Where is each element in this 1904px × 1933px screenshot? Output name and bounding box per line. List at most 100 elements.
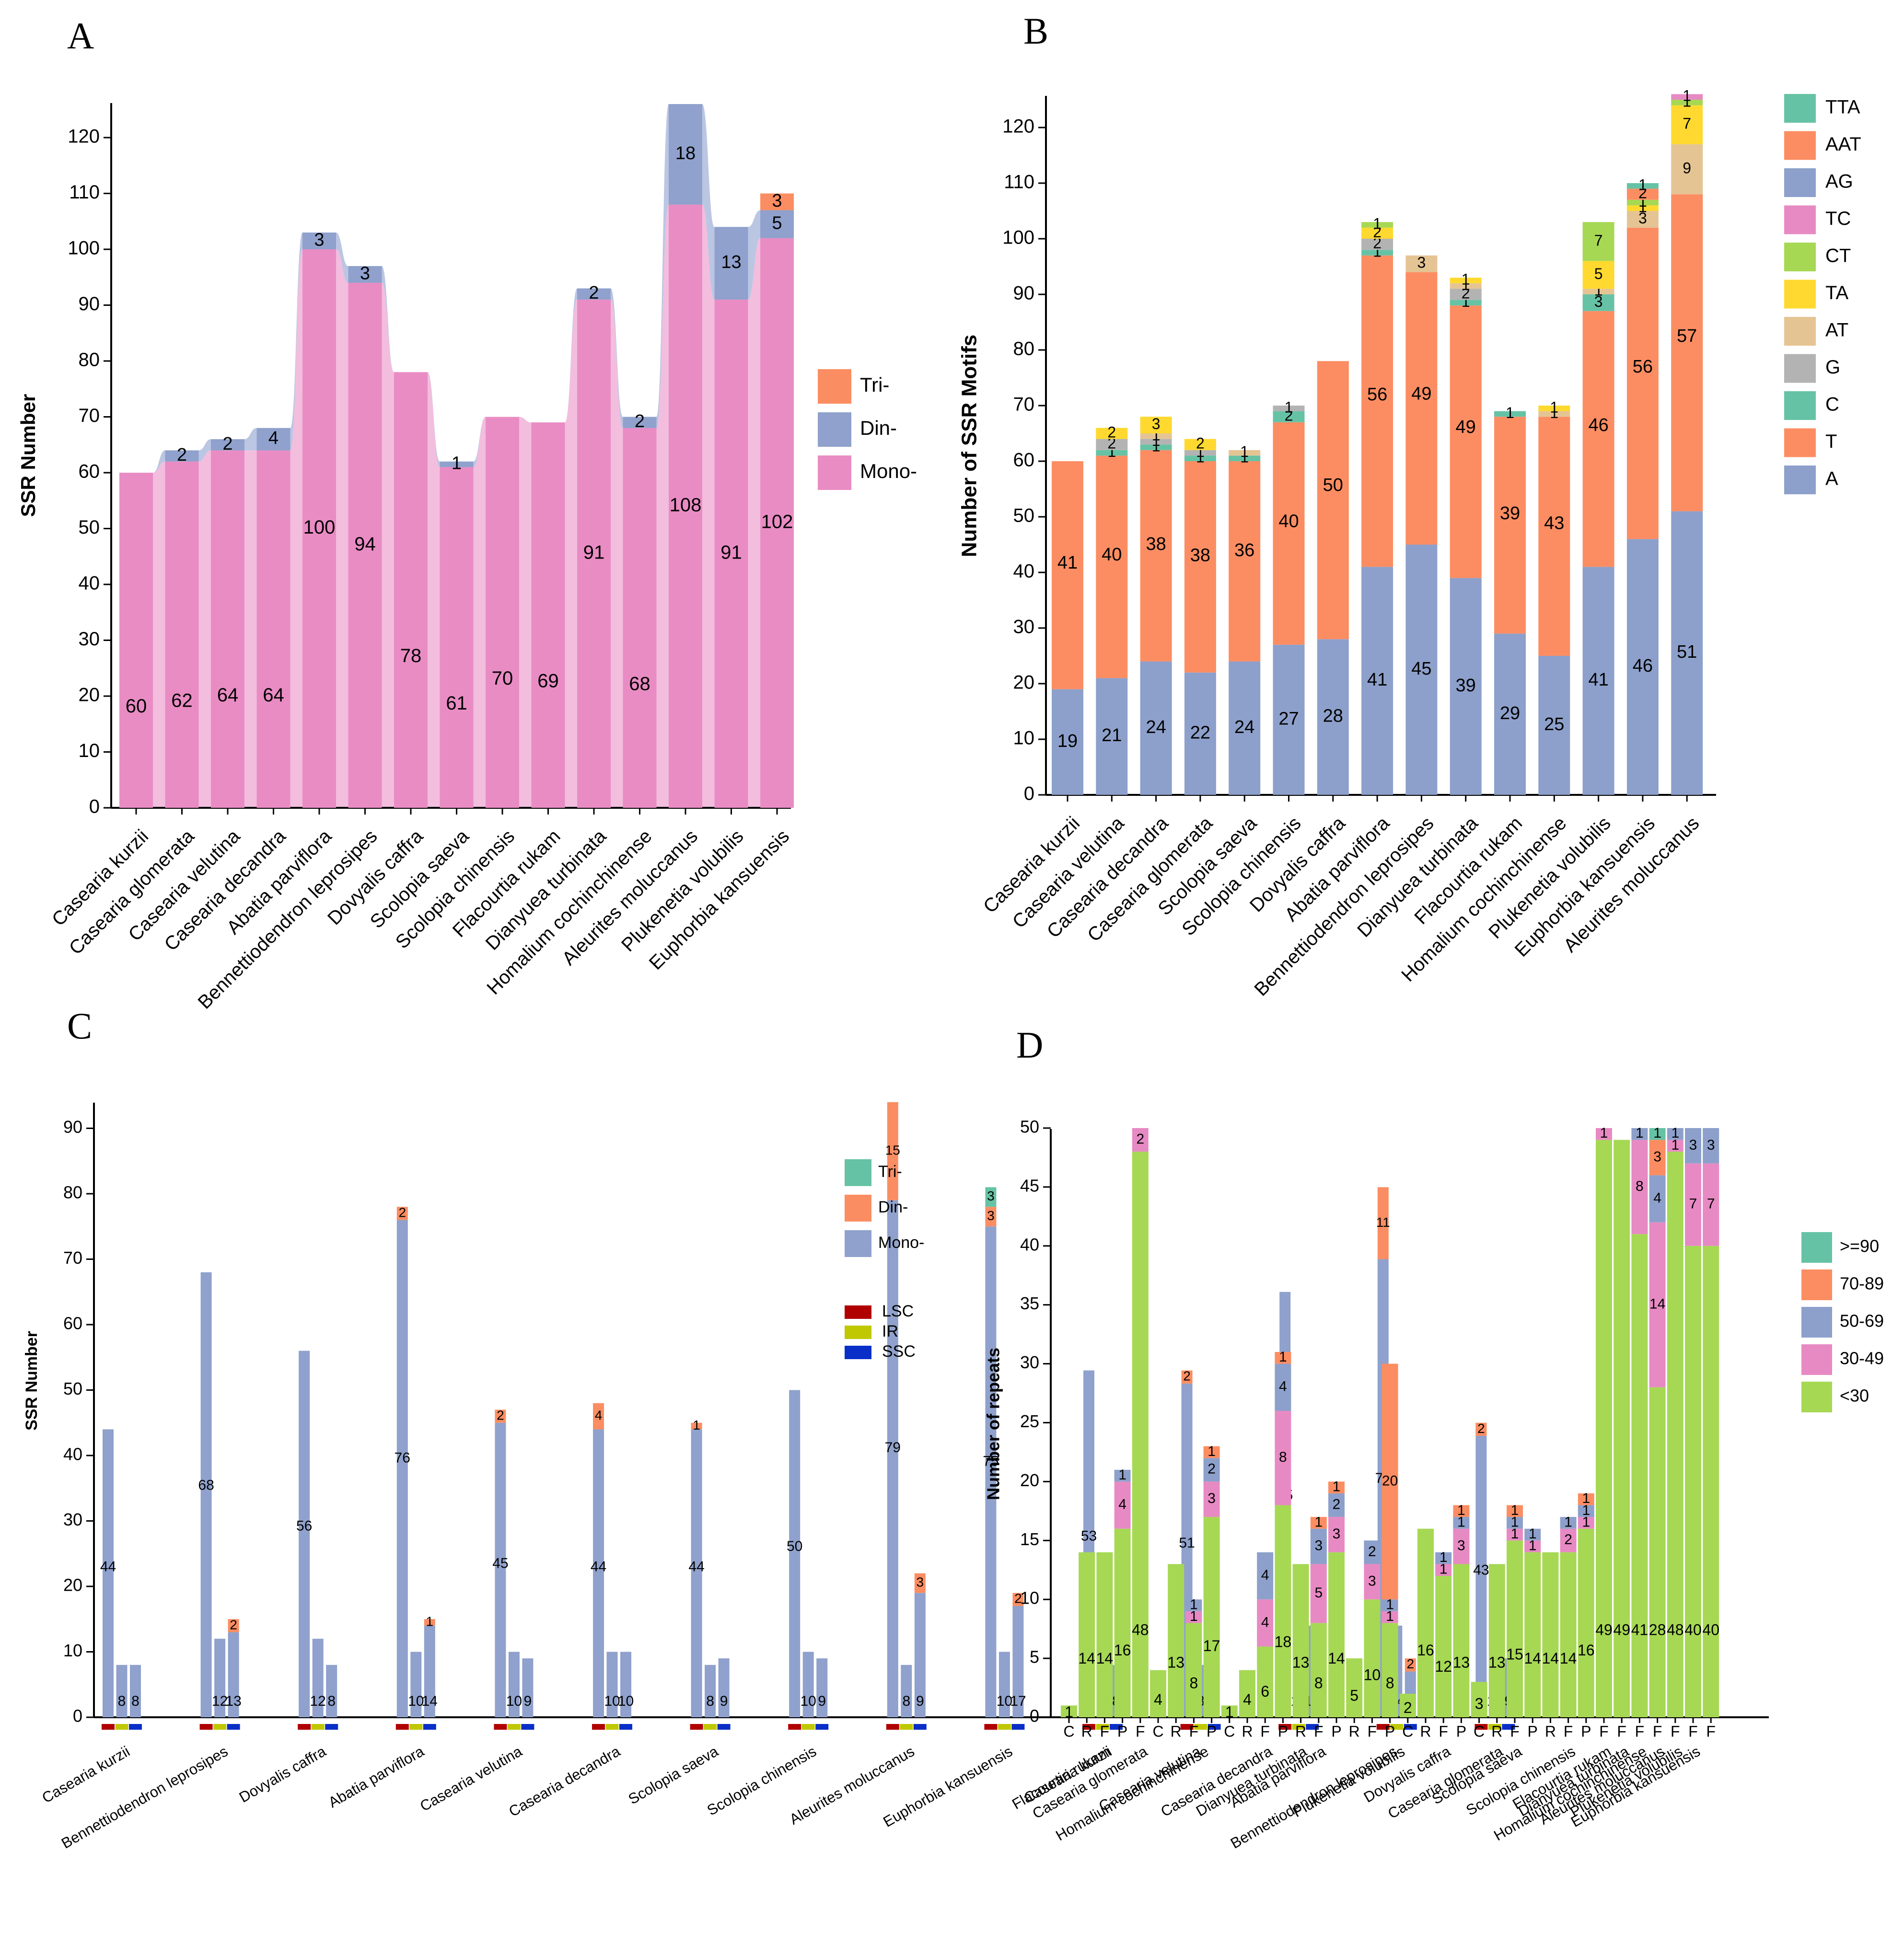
d-bar-segment: [1328, 1517, 1345, 1552]
c-bar-mono: [130, 1665, 141, 1717]
c-region-marker-ir: [311, 1724, 325, 1730]
b-legend-swatch: [1784, 131, 1816, 160]
d-segment-label: 15: [1506, 1645, 1523, 1663]
d-segment-label: 1: [1314, 1514, 1323, 1530]
d-segment-label: 1: [1118, 1467, 1126, 1483]
b-segment-label: 2: [1196, 435, 1205, 452]
d-segment-label: 48: [1132, 1621, 1149, 1638]
d-bar-segment: [1185, 1611, 1202, 1623]
panel-label-c: C: [67, 1005, 93, 1047]
d-bar-segment: [1275, 1410, 1291, 1505]
c-mono-label: 14: [422, 1693, 438, 1709]
c-region-marker-lsc: [298, 1724, 311, 1730]
d-y-axis-title: Number of repeats: [984, 1348, 1003, 1500]
d-x-tick-label: F: [1617, 1723, 1626, 1740]
b-segment-label: 3: [1594, 293, 1603, 310]
b-bar-a: [1626, 539, 1659, 795]
d-bar-segment: [1185, 1623, 1202, 1717]
d-bar-segment: [1685, 1163, 1701, 1246]
b-segment-label: 21: [1102, 725, 1122, 745]
c-din-label: 2: [1407, 1656, 1415, 1671]
a-bar-din: [577, 288, 611, 300]
d-segment-label: 1: [1457, 1514, 1465, 1530]
b-bar-at: [1140, 433, 1172, 439]
d-bar-segment: [1507, 1505, 1523, 1517]
d-segment-label: 8: [1190, 1675, 1198, 1692]
a-y-tick-label: 0: [89, 796, 100, 817]
c-legend-region-label: SSC: [882, 1342, 916, 1361]
d-segment-label: 1: [1529, 1538, 1537, 1554]
d-bar-segment: [1614, 1140, 1630, 1717]
d-legend-swatch: [1801, 1269, 1832, 1300]
b-bar-t: [1052, 461, 1083, 689]
d-bar-segment: [1524, 1552, 1541, 1717]
a-din-label: 2: [635, 411, 645, 431]
c-bar-din: [424, 1619, 435, 1626]
a-bar-mono: [440, 467, 474, 808]
d-x-tick-label: F: [1653, 1723, 1662, 1740]
d-bar-segment: [1221, 1705, 1238, 1717]
d-bar-segment: [1364, 1540, 1381, 1564]
d-x-tick-label: C: [1152, 1723, 1163, 1740]
d-x-tick-label: R: [1295, 1723, 1306, 1740]
d-bar-segment: [1257, 1552, 1274, 1600]
d-bar-segment: [1649, 1175, 1666, 1223]
b-segment-label: 2: [1107, 423, 1116, 441]
d-segment-label: 3: [1653, 1149, 1661, 1164]
d-x-tick-label: P: [1456, 1723, 1466, 1740]
c-y-tick-label: 0: [73, 1706, 82, 1726]
c-y-tick-label: 70: [63, 1248, 82, 1268]
d-x-tick-label: R: [1081, 1723, 1092, 1740]
d-x-tick-label: R: [1171, 1723, 1182, 1740]
b-bar-ta: [1450, 278, 1482, 283]
d-segment-label: 2: [1564, 1532, 1572, 1548]
b-legend-label: TTA: [1825, 97, 1860, 118]
b-y-tick-label: 50: [1013, 505, 1035, 526]
b-segment-label: 9: [1683, 159, 1691, 176]
b-bar-ta: [1184, 439, 1216, 450]
c-bar-mono: [214, 1639, 226, 1717]
b-y-tick-label: 20: [1013, 672, 1035, 693]
b-bar-ct: [1361, 222, 1393, 228]
d-x-tick-label: F: [1314, 1723, 1324, 1740]
c-legend-region-label: LSC: [882, 1302, 914, 1320]
d-x-tick-label: P: [1117, 1723, 1127, 1740]
b-bar-g: [1140, 439, 1172, 445]
d-bar-segment: [1488, 1564, 1505, 1717]
b-bar-g: [1273, 406, 1305, 411]
d-bar-segment: [1703, 1163, 1719, 1246]
d-bar-segment: [1667, 1152, 1683, 1717]
d-legend-swatch: [1801, 1307, 1832, 1338]
c-region-marker-lsc: [788, 1724, 801, 1730]
d-bar-segment: [1453, 1517, 1470, 1529]
c-bar-mono: [103, 1429, 114, 1717]
b-y-tick-label: 80: [1013, 338, 1035, 360]
d-bar-segment: [1685, 1246, 1701, 1717]
a-y-tick-label: 60: [79, 461, 100, 482]
d-segment-label: 49: [1595, 1621, 1613, 1638]
d-bar-segment: [1292, 1564, 1309, 1717]
d-x-tick-label: R: [1491, 1723, 1502, 1740]
c-din-label: 2: [230, 1617, 237, 1632]
b-segment-label: 49: [1411, 384, 1431, 404]
b-legend-label: AAT: [1825, 134, 1861, 155]
b-bar-t: [1096, 455, 1128, 678]
b-segment-label: 1: [1462, 270, 1470, 288]
b-bar-at: [1229, 450, 1261, 456]
d-x-tick-label: F: [1671, 1723, 1680, 1740]
a-mono-label: 62: [171, 690, 193, 711]
b-legend-label: TA: [1825, 282, 1848, 303]
d-legend-label: 30-49: [1840, 1349, 1884, 1368]
d-segment-label: 40: [1702, 1621, 1719, 1638]
d-bar-segment: [1275, 1505, 1291, 1717]
c-mono-label: 10: [604, 1693, 620, 1709]
d-x-tick-label: F: [1599, 1723, 1609, 1740]
c-region-marker-ir: [1194, 1724, 1207, 1730]
b-y-tick-label: 30: [1013, 617, 1035, 638]
d-bar-segment: [1328, 1552, 1345, 1717]
d-segment-label: 1: [1582, 1502, 1590, 1518]
a-bar-din: [211, 439, 244, 451]
d-segment-label: 14: [1078, 1650, 1095, 1667]
d-x-tick-label: F: [1564, 1723, 1573, 1740]
b-segment-label: 50: [1323, 475, 1343, 495]
